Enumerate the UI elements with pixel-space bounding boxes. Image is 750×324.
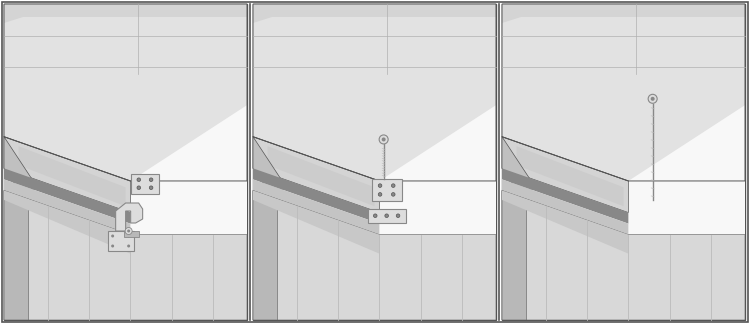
- Polygon shape: [4, 4, 247, 23]
- Circle shape: [149, 178, 153, 181]
- Circle shape: [137, 178, 140, 181]
- Polygon shape: [253, 191, 496, 320]
- Polygon shape: [253, 137, 282, 213]
- Circle shape: [392, 192, 395, 196]
- Polygon shape: [4, 4, 247, 181]
- Circle shape: [651, 97, 655, 101]
- Polygon shape: [502, 179, 628, 235]
- Polygon shape: [253, 168, 380, 224]
- Circle shape: [378, 192, 382, 196]
- Circle shape: [392, 184, 395, 187]
- Bar: [372, 179, 402, 202]
- Circle shape: [128, 229, 130, 233]
- Polygon shape: [253, 4, 496, 23]
- Polygon shape: [502, 191, 628, 254]
- Circle shape: [137, 186, 140, 190]
- Bar: [4, 4, 247, 320]
- Polygon shape: [124, 231, 139, 237]
- Circle shape: [111, 245, 114, 248]
- Polygon shape: [268, 146, 374, 206]
- Circle shape: [378, 184, 382, 187]
- Circle shape: [125, 227, 132, 235]
- Polygon shape: [253, 137, 380, 213]
- Polygon shape: [502, 4, 745, 181]
- Bar: [253, 4, 496, 320]
- Polygon shape: [253, 179, 380, 235]
- Polygon shape: [4, 137, 33, 213]
- Circle shape: [111, 235, 114, 237]
- Circle shape: [128, 235, 130, 237]
- Polygon shape: [502, 191, 526, 320]
- Bar: [253, 4, 496, 320]
- Polygon shape: [4, 191, 28, 320]
- Circle shape: [149, 186, 153, 190]
- Circle shape: [380, 135, 388, 144]
- Bar: [4, 4, 247, 320]
- Bar: [502, 4, 745, 320]
- Bar: [502, 4, 745, 320]
- Circle shape: [128, 245, 130, 248]
- Bar: [108, 231, 134, 251]
- Polygon shape: [253, 191, 380, 254]
- Polygon shape: [253, 191, 278, 320]
- Polygon shape: [116, 203, 142, 231]
- Circle shape: [382, 137, 386, 142]
- Circle shape: [396, 214, 400, 217]
- Polygon shape: [4, 191, 247, 320]
- Polygon shape: [4, 179, 130, 235]
- Bar: [131, 174, 159, 194]
- Circle shape: [374, 214, 377, 217]
- Polygon shape: [4, 137, 130, 213]
- Polygon shape: [502, 137, 628, 213]
- Polygon shape: [4, 168, 130, 224]
- Polygon shape: [253, 4, 496, 181]
- Polygon shape: [517, 146, 623, 206]
- Circle shape: [648, 94, 657, 103]
- Polygon shape: [19, 146, 125, 206]
- Polygon shape: [502, 137, 531, 213]
- Bar: [368, 209, 406, 223]
- Polygon shape: [502, 168, 628, 224]
- Circle shape: [385, 214, 388, 217]
- Polygon shape: [4, 191, 130, 254]
- Polygon shape: [502, 4, 745, 23]
- Polygon shape: [502, 191, 745, 320]
